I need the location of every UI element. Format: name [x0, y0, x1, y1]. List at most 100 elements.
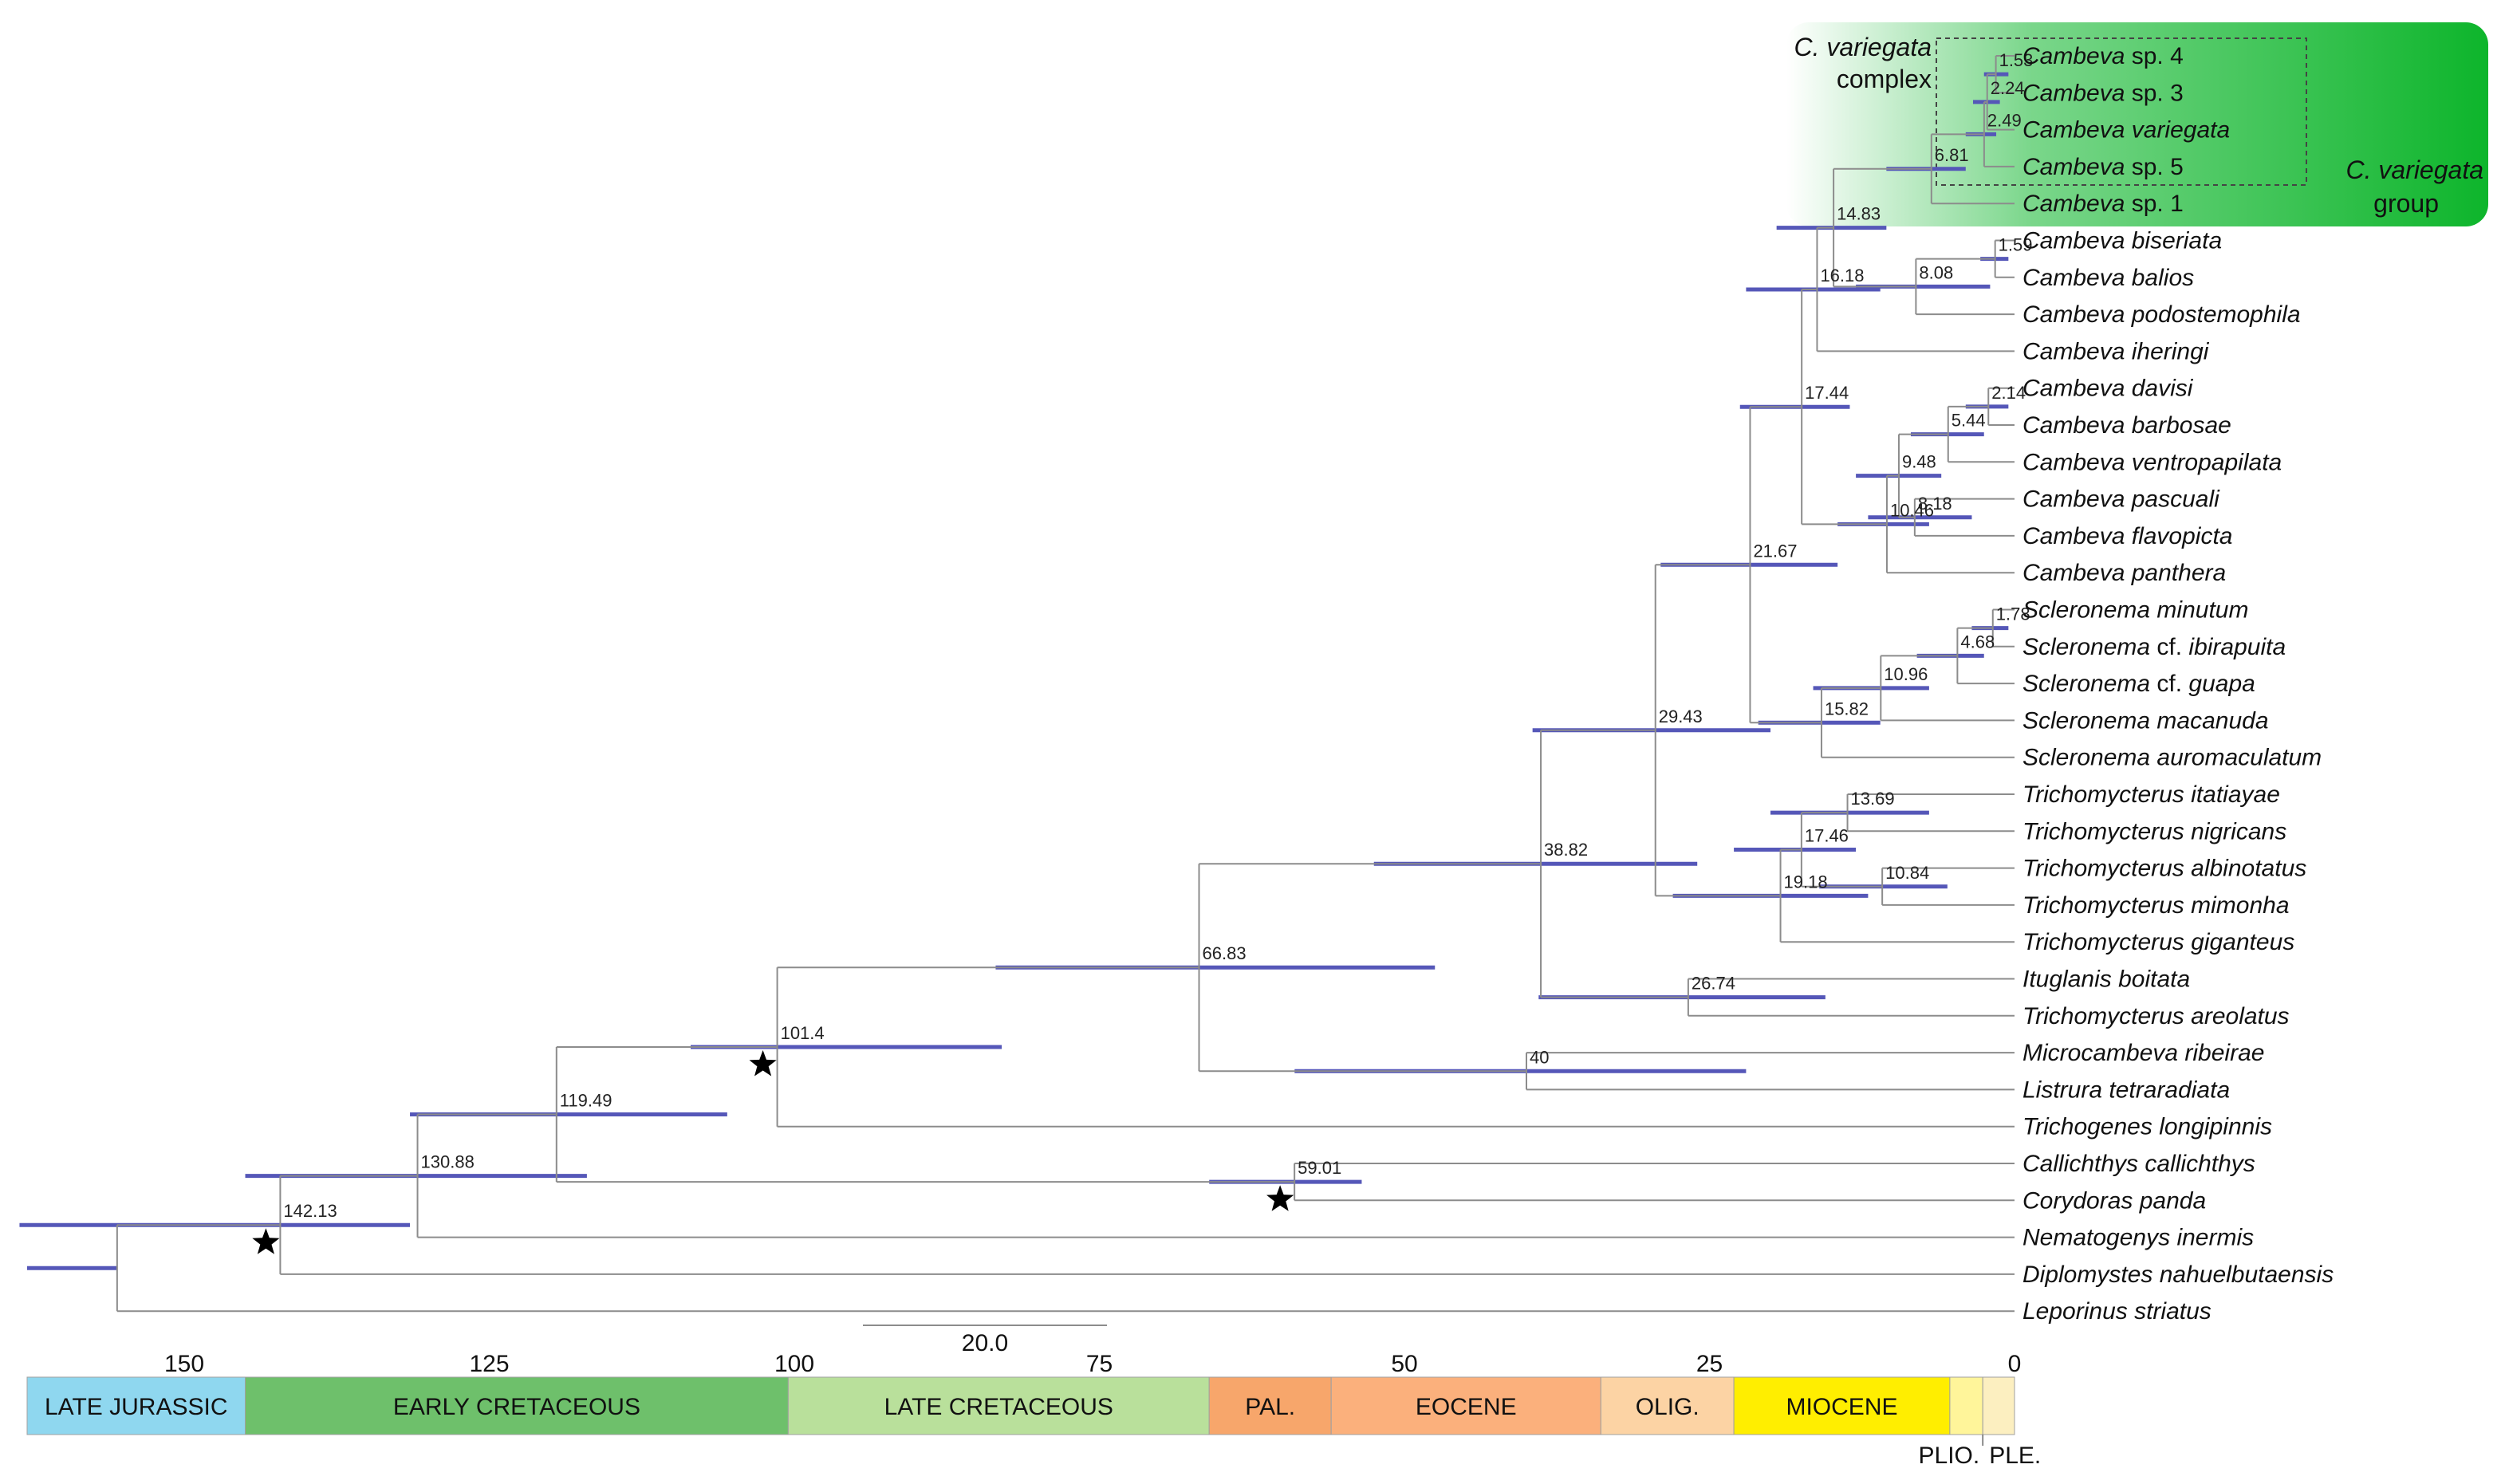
taxon-label: Diplomystes nahuelbutaensis [2022, 1262, 2334, 1288]
taxon-genus: Corydoras [2022, 1187, 2133, 1214]
ple-label: PLE. [1989, 1443, 2041, 1469]
calibration-stars-layer [252, 1050, 1294, 1254]
variegata-group-box [1786, 22, 2488, 226]
taxon-genus: Cambeva [2022, 43, 2125, 69]
period-block [1600, 1376, 1735, 1435]
taxon-label: Cambeva ventropapilata [2022, 449, 2282, 475]
taxon-genus: Trichomycterus [2022, 1003, 2184, 1029]
taxon-epithet: callichthys [2138, 1151, 2255, 1177]
taxon-epithet: sp. 3 [2125, 80, 2183, 106]
taxon-genus: Leporinus [2022, 1298, 2128, 1325]
period-block [26, 1376, 246, 1435]
taxon-genus: Cambeva [2022, 486, 2125, 513]
taxon-label: Cambeva sp. 3 [2022, 80, 2184, 106]
taxon-genus: Trichomycterus [2022, 856, 2184, 882]
taxon-genus: Cambeva [2022, 301, 2125, 328]
node-age-label: 4.68 [1960, 632, 1995, 651]
axis-tick-label: 125 [469, 1351, 509, 1377]
taxon-epithet: longipinnis [2152, 1114, 2272, 1140]
taxon-genus: Diplomystes [2022, 1262, 2152, 1288]
taxon-label: Cambeva balios [2022, 265, 2194, 291]
taxon-qualifier: cf. [2150, 634, 2188, 660]
group-highlight-layer: C. variegata complex C. variegata group [1786, 22, 2488, 226]
taxon-label: Scleronema cf. ibirapuita [2022, 634, 2286, 660]
taxon-label: Microcambeva ribeirae [2022, 1040, 2264, 1066]
node-age-label: 8.18 [1918, 494, 1952, 514]
taxon-genus: Trichomycterus [2022, 781, 2184, 808]
taxon-genus: Cambeva [2022, 80, 2125, 106]
taxon-epithet: sp. 4 [2125, 43, 2183, 69]
axis-tick-label: 100 [774, 1351, 814, 1377]
axis-tick-label: 50 [1391, 1351, 1417, 1377]
node-age-label: 9.48 [1902, 452, 1936, 472]
node-age-label: 38.82 [1544, 840, 1588, 860]
taxon-label: Scleronema minutum [2022, 597, 2248, 624]
taxon-epithet: davisi [2125, 376, 2193, 402]
taxon-genus: Trichogenes [2022, 1114, 2152, 1140]
taxon-epithet: giganteus [2184, 929, 2294, 955]
node-age-label: 26.74 [1692, 974, 1735, 994]
period-block [1330, 1376, 1601, 1435]
period-label: EOCENE [1416, 1394, 1517, 1420]
taxon-genus: Cambeva [2022, 265, 2125, 291]
node-age-label: 2.24 [1991, 78, 2025, 98]
taxon-label: Cambeva sp. 1 [2022, 191, 2184, 217]
taxon-genus: Cambeva [2022, 191, 2125, 217]
taxon-label: Cambeva iheringi [2022, 338, 2210, 364]
period-label: MIOCENE [1786, 1394, 1897, 1420]
period-label: LATE CRETACEOUS [884, 1394, 1113, 1420]
complex-label-line2: complex [1837, 65, 1932, 93]
period-label: EARLY CRETACEOUS [393, 1394, 640, 1420]
taxon-label: Trichomycterus nigricans [2022, 818, 2286, 844]
node-age-label: 101.4 [781, 1023, 825, 1043]
period-block [1949, 1376, 1983, 1435]
node-age-label: 10.46 [1890, 500, 1934, 520]
taxon-label: Cambeva panthera [2022, 560, 2226, 586]
calibration-star-icon [749, 1050, 777, 1077]
taxon-label: Nematogenys inermis [2022, 1225, 2254, 1251]
taxon-genus: Callichthys [2022, 1151, 2138, 1177]
taxon-genus: Cambeva [2022, 117, 2125, 144]
taxon-epithet: boitata [2112, 966, 2190, 993]
taxon-genus: Scleronema [2022, 707, 2150, 734]
node-age-label: 59.01 [1298, 1158, 1341, 1178]
taxon-epithet: mimonha [2184, 892, 2290, 919]
taxon-label: Cambeva variegata [2022, 117, 2230, 144]
taxon-epithet: ribeirae [2178, 1040, 2264, 1066]
taxon-label: Cambeva biseriata [2022, 228, 2222, 254]
taxon-epithet: tetraradiata [2102, 1077, 2230, 1103]
node-age-label: 1.78 [1996, 604, 2030, 624]
taxon-genus: Cambeva [2022, 338, 2125, 364]
variegata-complex-box [1936, 37, 2307, 186]
taxon-label: Corydoras panda [2022, 1187, 2206, 1214]
taxon-qualifier: cf. [2150, 671, 2188, 697]
taxon-label: Trichogenes longipinnis [2022, 1114, 2272, 1140]
period-label: LATE JURASSIC [45, 1394, 228, 1420]
geologic-periods-bar: LATE JURASSIC EARLY CRETACEOUS LATE CRETAC… [26, 1376, 2041, 1469]
node-age-label: 19.18 [1784, 872, 1828, 892]
taxon-label: Scleronema auromaculatum [2022, 745, 2322, 771]
taxon-epithet: sp. 5 [2125, 154, 2183, 180]
node-age-label: 13.69 [1851, 789, 1895, 809]
axis-tick-label: 25 [1696, 1351, 1723, 1377]
taxon-label: Trichomycterus areolatus [2022, 1003, 2290, 1029]
taxon-genus: Scleronema [2022, 671, 2150, 697]
taxon-genus: Scleronema [2022, 597, 2150, 624]
period-label: PAL. [1245, 1394, 1295, 1420]
axis-tick-label: 150 [164, 1351, 204, 1377]
taxon-genus: Cambeva [2022, 523, 2125, 549]
taxon-epithet: panda [2133, 1187, 2206, 1214]
node-age-label: 29.43 [1659, 707, 1703, 726]
taxon-epithet: flavopicta [2125, 523, 2232, 549]
taxon-epithet: cf. ibirapuita [2150, 634, 2286, 660]
taxon-genus: Scleronema [2022, 634, 2150, 660]
taxon-label: Cambeva flavopicta [2022, 523, 2232, 549]
group-label-line1: C. variegata [2345, 155, 2483, 184]
period-block [245, 1376, 789, 1435]
taxon-label: Ituglanis boitata [2022, 966, 2190, 993]
taxon-epithet: nigricans [2184, 818, 2286, 844]
node-age-label: 66.83 [1203, 943, 1247, 963]
taxon-label: Trichomycterus giganteus [2022, 929, 2294, 955]
taxon-label: Trichomycterus albinotatus [2022, 856, 2306, 882]
taxon-genus: Ituglanis [2022, 966, 2112, 993]
